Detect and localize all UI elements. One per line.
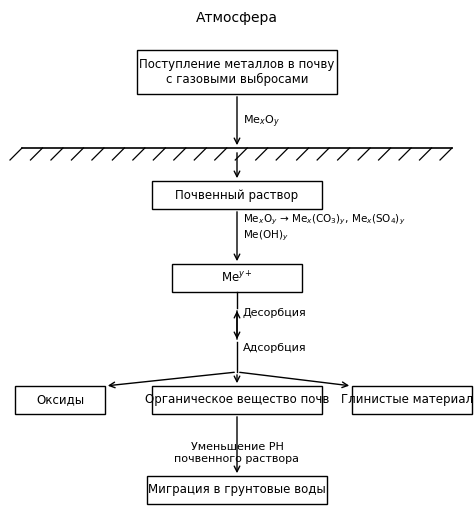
Text: Поступление металлов в почву
с газовыми выбросами: Поступление металлов в почву с газовыми … <box>139 58 335 86</box>
Text: Me$_x$O$_y$ → Me$_x$(CO$_3$)$_y$, Me$_x$(SO$_4$)$_y$
Me(OH)$_y$: Me$_x$O$_y$ → Me$_x$(CO$_3$)$_y$, Me$_x$… <box>243 212 405 243</box>
Bar <box>152 386 322 414</box>
Bar <box>152 181 322 209</box>
Text: Me$^{y+}$: Me$^{y+}$ <box>221 270 253 286</box>
Text: Десорбция: Десорбция <box>243 308 307 318</box>
Text: Почвенный раствор: Почвенный раствор <box>175 189 299 201</box>
Bar <box>137 50 337 94</box>
Text: Me$_x$O$_y$: Me$_x$O$_y$ <box>243 114 280 130</box>
Text: Миграция в грунтовые воды: Миграция в грунтовые воды <box>148 483 326 496</box>
Bar <box>172 264 302 292</box>
Text: Уменьшение РН
почвенного раствора: Уменьшение РН почвенного раствора <box>174 442 300 464</box>
Bar <box>352 386 472 414</box>
Text: Атмосфера: Атмосфера <box>196 11 278 25</box>
Text: Органическое вещество почв: Органическое вещество почв <box>145 394 329 406</box>
Text: Оксиды: Оксиды <box>36 394 84 406</box>
Bar <box>147 476 327 504</box>
Bar <box>15 386 105 414</box>
Text: Глинистые материалы: Глинистые материалы <box>341 394 474 406</box>
Text: Адсорбция: Адсорбция <box>243 343 307 353</box>
